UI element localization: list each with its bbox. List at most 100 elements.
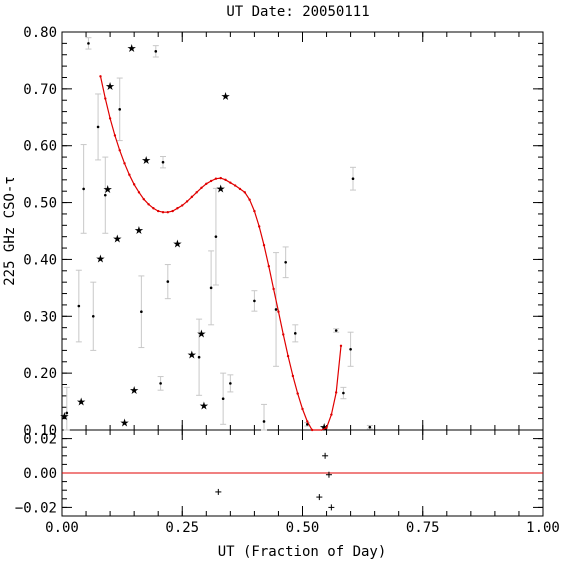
fit-point	[229, 181, 232, 184]
fit-point	[190, 195, 194, 199]
data-point	[221, 397, 225, 401]
data-point	[82, 187, 85, 191]
fit-point	[147, 203, 150, 206]
fit-point	[238, 187, 242, 191]
star-point: ★	[59, 410, 69, 423]
star-point: ★	[187, 348, 197, 361]
star-point: ★	[127, 42, 137, 55]
residual-point	[325, 471, 332, 478]
fit-point	[113, 134, 117, 137]
x-tick-label: 0.50	[286, 520, 320, 536]
data-point	[334, 329, 338, 332]
data-point	[229, 382, 232, 385]
residual-data-marks	[62, 452, 543, 511]
fit-point	[339, 344, 343, 348]
fit-point	[171, 209, 174, 213]
fit-point	[128, 173, 131, 176]
fit-point	[224, 178, 227, 182]
star-point: ★	[76, 396, 86, 409]
x-axis-label: UT (Fraction of Day)	[218, 544, 387, 560]
data-point	[351, 177, 355, 180]
data-point	[77, 304, 81, 308]
fit-point	[157, 209, 160, 213]
data-point	[284, 260, 287, 264]
data-point	[103, 193, 107, 197]
chart-title: UT Date: 20050111	[226, 4, 369, 20]
fit-point	[108, 117, 112, 120]
fit-point	[306, 420, 309, 423]
star-point: ★	[129, 384, 139, 397]
data-point	[368, 425, 372, 429]
fit-point	[132, 183, 136, 186]
star-point: ★	[216, 182, 226, 195]
fit-point	[137, 191, 141, 194]
fit-point	[161, 211, 165, 214]
fit-point	[166, 211, 170, 214]
fit-point	[243, 191, 246, 194]
data-point	[209, 286, 213, 290]
data-point	[197, 355, 201, 359]
fit-point	[152, 207, 155, 210]
fit-point	[200, 186, 203, 189]
data-point	[253, 299, 256, 303]
y-tick-label: 0.40	[23, 252, 57, 268]
fit-point	[104, 97, 107, 100]
data-point	[154, 50, 158, 53]
x-tick-label: 1.00	[526, 520, 560, 536]
y-tick-label: 0.50	[23, 196, 57, 212]
star-point: ★	[221, 90, 231, 103]
y-tick-label: 0.70	[23, 82, 57, 98]
residual-point	[322, 452, 329, 459]
fit-point	[185, 200, 189, 203]
data-point	[91, 314, 95, 318]
fit-point	[118, 149, 121, 152]
fit-point	[267, 265, 271, 268]
data-point	[293, 332, 297, 335]
star-point: ★	[134, 224, 144, 237]
fit-curve	[99, 76, 342, 431]
fit-point	[176, 207, 179, 210]
fit-point	[253, 209, 256, 213]
data-point	[342, 391, 345, 395]
fit-point	[205, 182, 208, 186]
residual-point	[215, 488, 222, 495]
x-tick-label: 0.75	[406, 520, 440, 536]
data-point	[118, 108, 122, 111]
fit-point	[282, 333, 285, 336]
residual-point	[316, 494, 323, 501]
fit-point	[330, 413, 333, 416]
star-point: ★	[103, 183, 113, 196]
data-point	[140, 310, 143, 314]
fit-point	[123, 162, 126, 165]
y-tick-label: 0.60	[23, 139, 57, 155]
fit-point	[301, 407, 304, 411]
star-point: ★	[141, 154, 151, 167]
fit-point	[142, 197, 145, 201]
main-axis-ticks: 0.10 0.20 0.30 0.40 0.50 0.60 0.70 0.80	[23, 25, 544, 439]
star-point: ★	[105, 80, 115, 93]
star-point: ★	[199, 400, 209, 413]
star-point: ★	[120, 417, 130, 430]
data-point	[159, 382, 162, 385]
x-tick-label: 0.00	[45, 520, 79, 536]
fit-point	[310, 428, 314, 432]
star-point: ★	[173, 238, 183, 251]
main-data-marks: ★★★★★★★★★★★★★★★★★★	[59, 37, 373, 434]
y-tick-label: 0.30	[23, 309, 57, 325]
data-point	[166, 280, 170, 283]
data-point	[87, 42, 90, 45]
fit-point	[99, 75, 102, 78]
fit-point	[325, 426, 328, 429]
fit-point	[258, 225, 261, 228]
fit-point	[262, 244, 266, 247]
fit-point	[209, 179, 213, 183]
data-point	[65, 411, 69, 415]
y-tick-label: 0.80	[23, 25, 57, 41]
fit-point	[195, 191, 198, 194]
fit-point	[181, 204, 184, 207]
fit-point	[286, 354, 290, 358]
data-point	[262, 420, 266, 423]
fit-point	[334, 391, 338, 394]
star-point: ★	[112, 232, 122, 245]
